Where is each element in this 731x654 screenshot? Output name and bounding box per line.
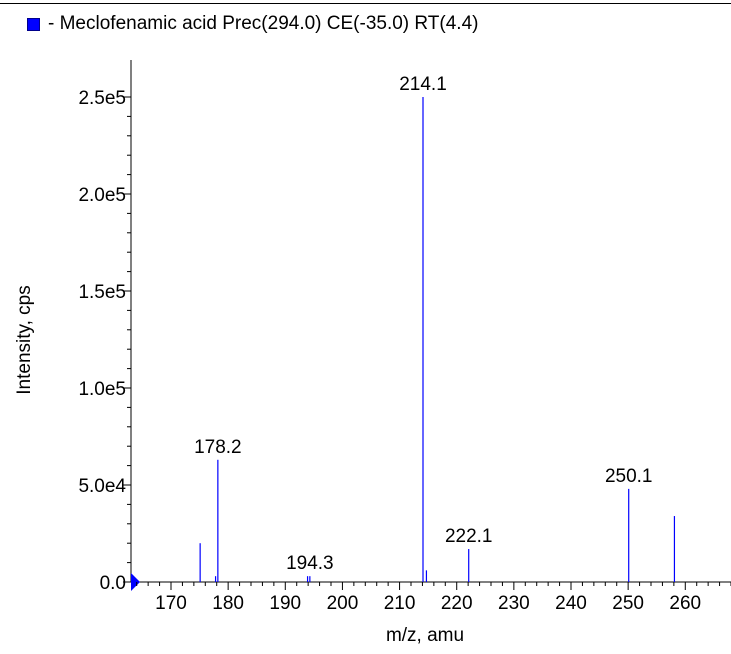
x-tick-label: 250 (612, 593, 644, 614)
peak-labels: 178.2 194.3 214.1 222.1 250.1 (194, 74, 652, 574)
x-tick-label: 180 (212, 593, 244, 614)
x-tick-label: 210 (384, 593, 416, 614)
peak-label: 178.2 (194, 437, 242, 458)
x-tick-label: 200 (327, 593, 359, 614)
x-axis-label: m/z, amu (386, 625, 464, 646)
x-ticks: 170 180 190 200 210 220 230 240 250 260 (136, 582, 731, 614)
peaks (199, 97, 676, 582)
y-ticks: 0.0 5.0e4 1.0e5 1.5e5 2.0e5 2.5e5 (78, 88, 131, 594)
y-axis-label: Intensity, cps (14, 285, 35, 394)
y-tick-label: 0.0 (100, 573, 126, 594)
legend-swatch (27, 17, 40, 31)
peak-label: 194.3 (286, 553, 334, 574)
y-tick-label: 5.0e4 (78, 476, 126, 497)
y-tick-label: 1.5e5 (78, 282, 126, 303)
y-tick-label: 1.0e5 (78, 379, 126, 400)
peak-label: 222.1 (445, 526, 493, 547)
peak-label: 214.1 (399, 74, 447, 95)
x-tick-label: 190 (269, 593, 301, 614)
peak-label: 250.1 (605, 466, 653, 487)
zero-marker (131, 573, 140, 591)
x-tick-label: 240 (555, 593, 587, 614)
y-tick-label: 2.5e5 (78, 88, 126, 109)
top-rule (0, 3, 731, 4)
x-tick-label: 220 (441, 593, 473, 614)
x-tick-label: 170 (155, 593, 187, 614)
axes (130, 60, 731, 591)
x-tick-label: 260 (669, 593, 701, 614)
legend-label: - Meclofenamic acid Prec(294.0) CE(-35.0… (48, 13, 479, 34)
y-tick-label: 2.0e5 (78, 185, 126, 206)
legend: - Meclofenamic acid Prec(294.0) CE(-35.0… (27, 8, 478, 40)
x-tick-label: 230 (498, 593, 530, 614)
